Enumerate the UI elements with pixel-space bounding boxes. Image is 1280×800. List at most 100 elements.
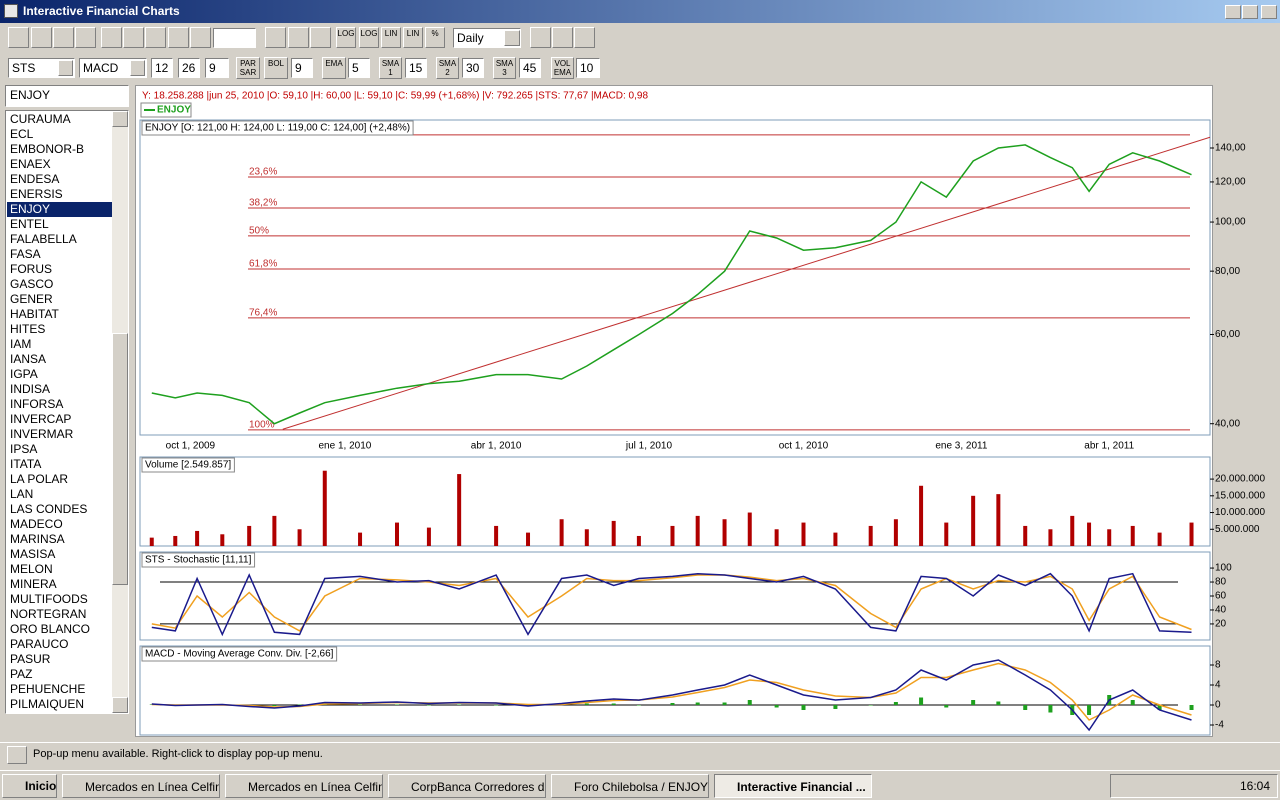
tool-button[interactable] [310, 27, 331, 48]
dropdown[interactable] [213, 28, 256, 48]
parameter-input[interactable]: 45 [519, 58, 541, 78]
task-button[interactable]: Interactive Financial ... [714, 774, 872, 798]
scale-button[interactable]: % [425, 27, 445, 48]
y-tick-label: 5.000.000 [1215, 524, 1260, 535]
indicator-button[interactable]: SMA 1 [379, 57, 402, 79]
tool-button[interactable] [53, 27, 74, 48]
symbol-item[interactable]: FORUS [10, 262, 52, 276]
start-button[interactable]: Inicio [2, 774, 57, 798]
tool-button[interactable] [190, 27, 211, 48]
symbol-item[interactable]: PARAUCO [10, 637, 69, 651]
symbol-item[interactable]: LAS CONDES [10, 502, 88, 516]
indicator-button[interactable]: PAR SAR [236, 57, 260, 79]
symbol-item[interactable]: INVERCAP [10, 412, 72, 426]
task-button[interactable]: Mercados en Línea Celfin... [225, 774, 383, 798]
parameter-input[interactable]: 15 [405, 58, 427, 78]
symbol-item[interactable]: NORTEGRAN [10, 607, 87, 621]
symbol-item[interactable]: INDISA [10, 382, 51, 396]
tool-button[interactable] [101, 27, 122, 48]
bar [893, 519, 898, 546]
indicator-button[interactable]: VOL EMA [551, 57, 574, 79]
symbol-item[interactable]: IAM [10, 337, 32, 351]
symbol-item[interactable]: EMBONOR-B [10, 142, 85, 156]
parameter-input[interactable]: 26 [178, 58, 200, 78]
period-select[interactable]: Daily [453, 28, 521, 48]
maximize-button[interactable] [1242, 5, 1258, 19]
symbol-item[interactable]: HABITAT [10, 307, 59, 321]
tool-button[interactable] [265, 27, 286, 48]
tool-button[interactable] [8, 27, 29, 48]
symbol-item[interactable]: LA POLAR [10, 472, 69, 486]
tool-button[interactable] [75, 27, 96, 48]
symbol-item[interactable]: ENERSIS [10, 187, 63, 201]
scale-button[interactable]: LOG [359, 27, 379, 48]
symbol-item[interactable]: IGPA [10, 367, 38, 381]
tool-button[interactable] [552, 27, 573, 48]
tool-button[interactable] [145, 27, 166, 48]
task-button[interactable]: CorpBanca Corredores d... [388, 774, 546, 798]
tool-button[interactable] [574, 27, 595, 48]
parameter-input[interactable]: 12 [151, 58, 173, 78]
symbol-item[interactable]: MINERA [10, 577, 57, 591]
scroll-thumb[interactable] [112, 333, 128, 585]
symbol-item[interactable]: PAZ [10, 667, 33, 681]
dropdown-arrow[interactable] [58, 60, 73, 76]
indicator-select[interactable]: MACD [79, 58, 147, 78]
symbol-item[interactable]: ENAEX [10, 157, 51, 171]
indicator-button[interactable]: EMA [322, 57, 346, 79]
symbol-item[interactable]: HITES [10, 322, 46, 336]
tool-button[interactable] [288, 27, 309, 48]
symbol-item[interactable]: GASCO [10, 277, 54, 291]
task-button[interactable]: Foro Chilebolsa / ENJOY ... [551, 774, 709, 798]
symbol-search[interactable]: ENJOY [5, 85, 129, 107]
symbol-item[interactable]: PASUR [10, 652, 51, 666]
scroll-up[interactable] [112, 111, 128, 127]
tool-button[interactable] [168, 27, 189, 48]
symbol-item[interactable]: LAN [10, 487, 34, 501]
panel-title-box [141, 457, 235, 473]
scale-button[interactable]: LOG [336, 27, 356, 48]
task-button[interactable]: Mercados en Línea Celfin... [62, 774, 220, 798]
symbol-item[interactable]: ITATA [10, 457, 42, 471]
indicator-select[interactable]: STS [8, 58, 75, 78]
symbol-item[interactable]: INVERMAR [10, 427, 74, 441]
symbol-item[interactable]: PEHUENCHE [10, 682, 86, 696]
symbol-item[interactable]: ORO BLANCO [10, 622, 91, 636]
symbol-item[interactable]: FASA [10, 247, 41, 261]
symbol-item[interactable]: IPSA [10, 442, 38, 456]
scale-button[interactable]: LIN [403, 27, 423, 48]
symbol-item[interactable]: ECL [10, 127, 34, 141]
indicator-button[interactable]: SMA 3 [493, 57, 516, 79]
symbol-item[interactable]: IANSA [10, 352, 47, 366]
symbol-item[interactable]: MADECO [10, 517, 63, 531]
symbol-item[interactable]: CURAUMA [10, 112, 71, 126]
scroll-down[interactable] [112, 697, 128, 713]
symbol-item[interactable]: MARINSA [10, 532, 65, 546]
dropdown-arrow[interactable] [504, 30, 520, 46]
close-button[interactable] [1261, 5, 1277, 19]
symbol-item[interactable]: INFORSA [10, 397, 64, 411]
symbol-item[interactable]: ENTEL [10, 217, 49, 231]
symbol-item[interactable]: ENDESA [10, 172, 60, 186]
tool-button[interactable] [31, 27, 52, 48]
parameter-input[interactable]: 9 [291, 58, 313, 78]
minimize-button[interactable] [1225, 5, 1241, 19]
parameter-input[interactable]: 9 [205, 58, 229, 78]
panel-title: MACD - Moving Average Conv. Div. [-2,66] [145, 649, 334, 660]
symbol-item[interactable]: MASISA [10, 547, 56, 561]
parameter-input[interactable]: 30 [462, 58, 484, 78]
symbol-item[interactable]: MULTIFOODS [10, 592, 88, 606]
symbol-item[interactable]: ENJOY [7, 202, 112, 217]
indicator-button[interactable]: BOL [264, 57, 288, 79]
symbol-item[interactable]: PILMAIQUEN [10, 697, 85, 711]
symbol-item[interactable]: MELON [10, 562, 53, 576]
indicator-button[interactable]: SMA 2 [436, 57, 459, 79]
symbol-item[interactable]: FALABELLA [10, 232, 77, 246]
parameter-input[interactable]: 5 [348, 58, 370, 78]
parameter-input[interactable]: 10 [576, 58, 600, 78]
tool-button[interactable] [123, 27, 144, 48]
symbol-item[interactable]: GENER [10, 292, 53, 306]
tool-button[interactable] [530, 27, 551, 48]
scale-button[interactable]: LIN [381, 27, 401, 48]
dropdown-arrow[interactable] [130, 60, 145, 76]
